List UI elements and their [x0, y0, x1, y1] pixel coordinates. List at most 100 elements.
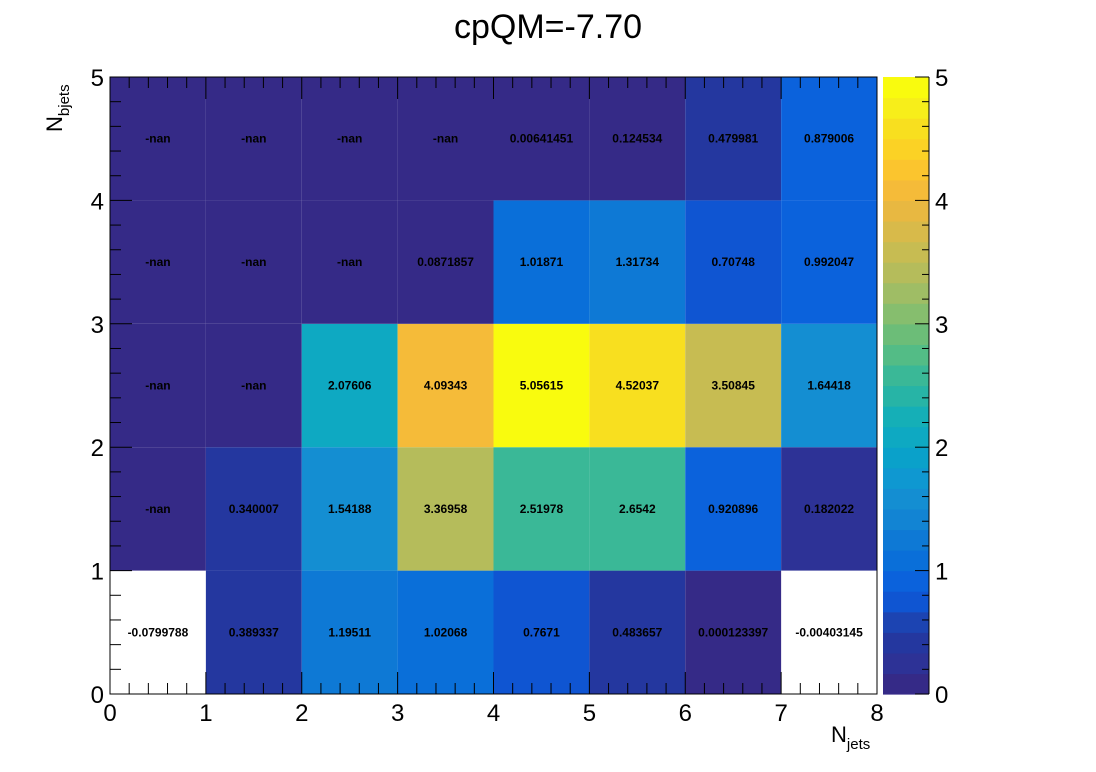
heatmap-cell	[301, 570, 398, 694]
heatmap-cell	[781, 200, 877, 324]
heatmap-cell	[397, 77, 494, 201]
heatmap-cell	[110, 200, 206, 324]
heatmap-cell	[301, 447, 398, 571]
cell-value-label: 0.124534	[612, 132, 662, 146]
color-scale-swatch	[883, 364, 929, 387]
cell-value-label: 0.182022	[804, 502, 854, 516]
color-scale-swatch	[883, 262, 929, 284]
cell-value-label: 1.64418	[807, 379, 851, 393]
color-scale-swatch	[883, 77, 929, 99]
cell-value-label: -nan	[145, 132, 170, 146]
color-scale-swatch	[883, 467, 929, 489]
cell-value-label: 0.920896	[708, 502, 758, 516]
heatmap-cell	[589, 570, 686, 694]
color-scale-swatch	[883, 550, 929, 572]
cell-value-label: 4.09343	[424, 379, 468, 393]
color-scale-swatch	[883, 673, 929, 695]
y-axis-label-sub: bjets	[56, 84, 73, 116]
cell-value-label: 2.51978	[520, 502, 564, 516]
y-axis-label: Nbjets	[42, 84, 73, 132]
heatmap-cell	[493, 323, 590, 448]
color-scale-swatch	[883, 220, 929, 243]
cell-value-label: 0.0871857	[417, 255, 474, 269]
cell-value-label: 0.00641451	[510, 132, 574, 146]
heatmap-cell	[301, 77, 398, 201]
color-scale-swatch	[883, 118, 929, 140]
color-scale-swatch	[883, 323, 929, 345]
cell-value-label: 3.50845	[711, 379, 755, 393]
cell-value-label: 1.31734	[616, 255, 660, 269]
heatmap-cell	[493, 447, 590, 571]
heatmap-cell	[685, 323, 782, 448]
color-scale-bar	[883, 77, 929, 695]
color-scale-swatch	[883, 200, 929, 222]
heatmap-cell	[301, 200, 398, 324]
x-tick-label: 5	[583, 700, 596, 727]
x-tick-label: 8	[870, 700, 883, 727]
cell-value-label: 2.6542	[619, 502, 656, 516]
color-scale-swatch	[883, 241, 929, 263]
cell-value-label: 0.992047	[804, 255, 854, 269]
color-scale-swatch	[883, 632, 929, 654]
heatmap-cell	[110, 77, 206, 201]
cell-value-label: 0.340007	[229, 502, 279, 516]
x-axis-label-sub: jets	[846, 736, 870, 753]
color-scale-swatch	[883, 426, 929, 448]
cell-value-label: 5.05615	[520, 379, 564, 393]
color-scale-swatch	[883, 97, 929, 119]
x-tick-label: 0	[103, 700, 116, 727]
heatmap-cells	[110, 77, 877, 694]
x-tick-label: 4	[487, 700, 500, 727]
cell-value-label: 1.02068	[424, 625, 468, 639]
heatmap-cell	[110, 323, 206, 448]
color-scale-swatch	[883, 159, 929, 181]
heatmap-cell	[205, 570, 302, 694]
color-scale-tick-label: 3	[935, 312, 948, 339]
color-scale-tick-label: 5	[935, 65, 948, 92]
color-scale-axis: 0 1 2 3 4 5	[915, 65, 948, 709]
color-scale-swatch	[883, 488, 929, 510]
heatmap-cell	[781, 447, 877, 571]
y-tick-label: 5	[91, 65, 104, 92]
cell-value-label: -nan	[241, 379, 266, 393]
color-scale-swatch	[883, 282, 929, 304]
heatmap-cell	[397, 200, 494, 324]
cell-value-label: 1.54188	[328, 502, 372, 516]
heatmap-cell	[685, 447, 782, 571]
color-scale-swatch	[883, 344, 929, 366]
color-scale-swatch	[883, 591, 929, 613]
heatmap-cell	[397, 570, 494, 694]
cell-value-label: 1.01871	[520, 255, 564, 269]
chart-title: cpQM=-7.70	[454, 8, 642, 46]
cell-value-label: -nan	[241, 132, 266, 146]
cell-value-label: 4.52037	[616, 379, 660, 393]
cell-value-label: -nan	[337, 255, 362, 269]
heatmap-cell	[685, 77, 782, 201]
cell-value-label: -0.0799788	[128, 625, 189, 639]
x-tick-label: 2	[295, 700, 308, 727]
color-scale-swatch	[883, 303, 929, 325]
x-tick-label: 7	[774, 700, 787, 727]
heatmap-cell	[685, 570, 782, 694]
y-axis-label-main: N	[42, 116, 67, 132]
cell-value-label: -nan	[145, 379, 170, 393]
heatmap-cell	[301, 323, 398, 448]
heatmap-cell	[397, 323, 494, 448]
heatmap-cell-labels: -0.0799788 0.389337 1.19511 1.02068 0.7671 0.…	[128, 132, 864, 640]
heatmap-cell	[589, 323, 686, 448]
color-scale-swatch	[883, 529, 929, 551]
cell-value-label: 0.479981	[708, 132, 758, 146]
color-scale-swatch	[883, 447, 929, 469]
color-scale-swatch	[883, 406, 929, 428]
cell-value-label: -0.00403145	[795, 625, 863, 639]
cell-value-label: 2.07606	[328, 379, 372, 393]
color-scale-swatch	[883, 508, 929, 531]
y-tick-label: 3	[91, 312, 104, 339]
cell-value-label: -nan	[241, 255, 266, 269]
color-scale-swatch	[883, 179, 929, 201]
heatmap-cell	[589, 447, 686, 571]
heatmap-cell	[493, 200, 590, 324]
heatmap-cell	[781, 77, 877, 201]
color-scale-tick-label: 1	[935, 559, 948, 586]
